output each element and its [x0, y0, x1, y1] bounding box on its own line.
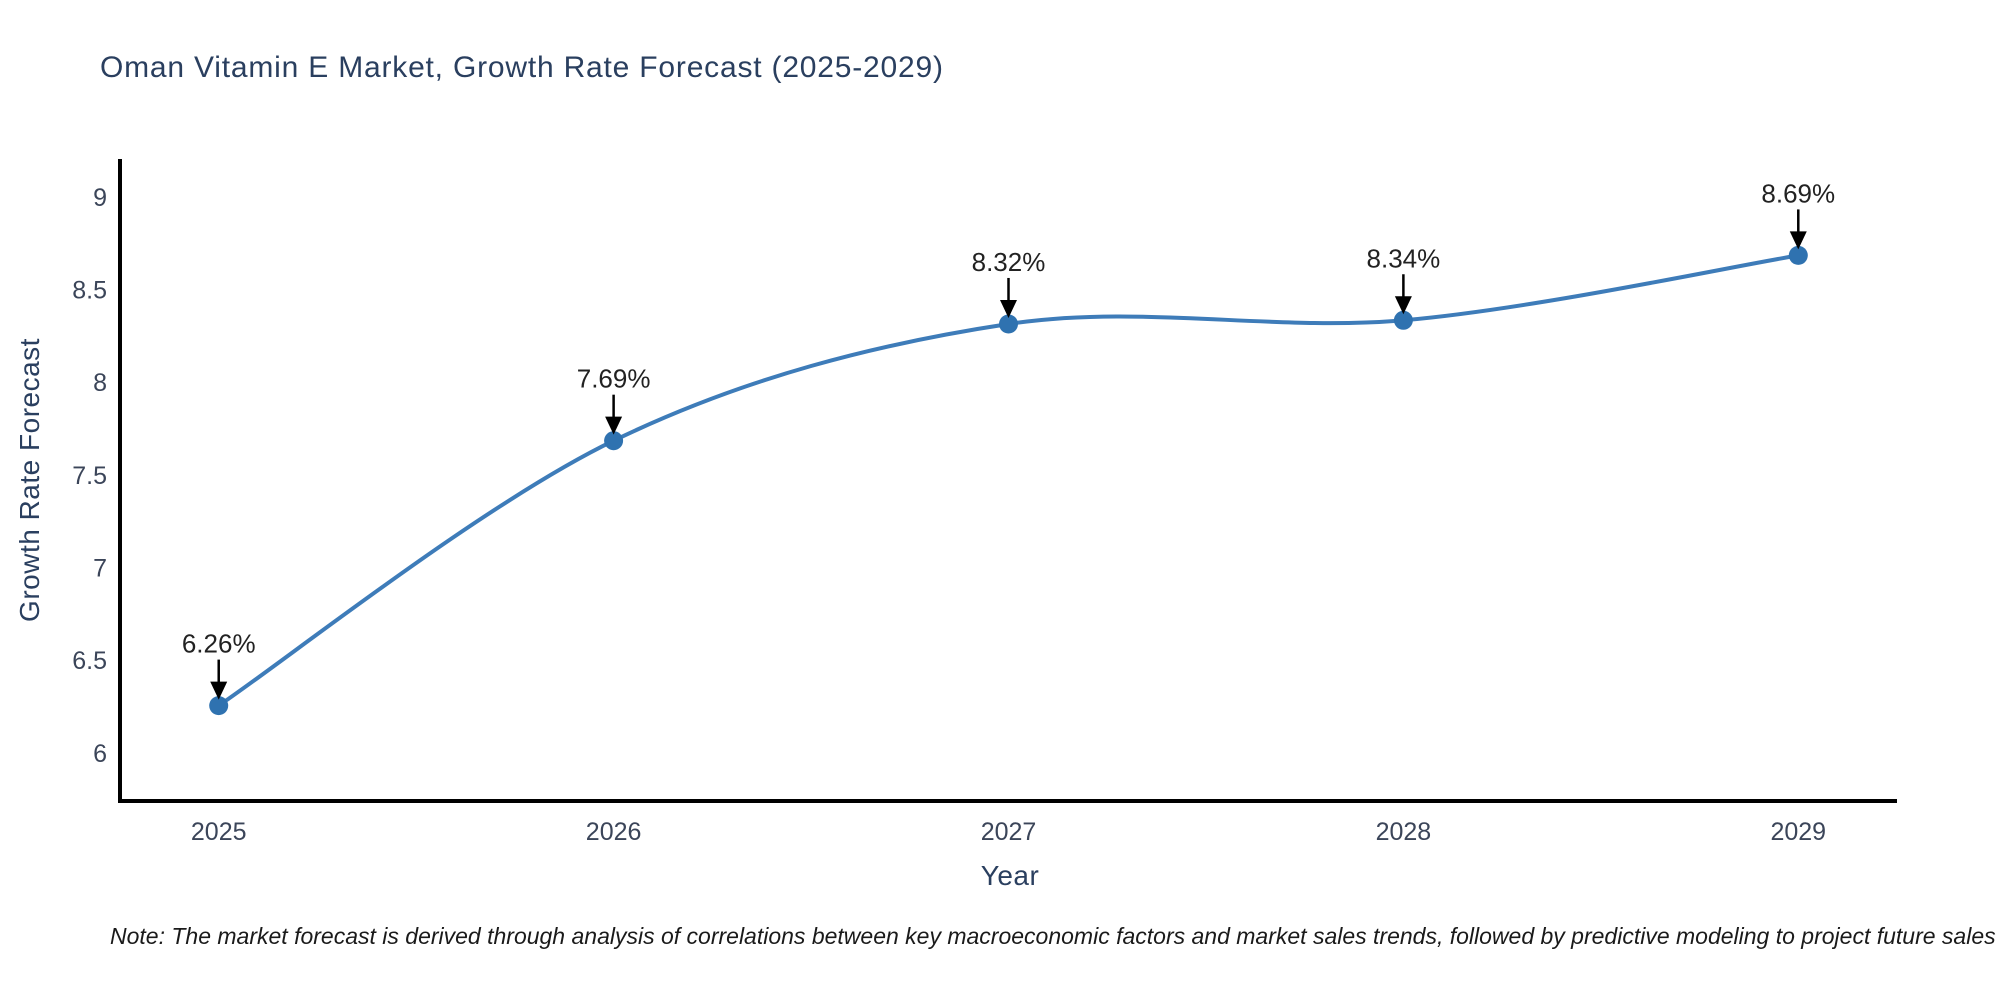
x-tick-label: 2029 [1770, 818, 1826, 846]
chart-title: Oman Vitamin E Market, Growth Rate Forec… [100, 51, 944, 84]
x-tick-label: 2027 [981, 818, 1037, 846]
data-point-marker[interactable] [604, 431, 624, 451]
y-tick-label: 8.5 [72, 277, 107, 305]
annotation-arrow-head [210, 681, 228, 700]
annotation-arrow-head [1000, 299, 1017, 318]
x-tick-label: 2028 [1376, 818, 1432, 846]
y-tick-label: 8 [93, 369, 107, 397]
y-tick-label: 7.5 [72, 462, 107, 490]
data-point-marker[interactable] [1393, 310, 1413, 330]
axis-lines [118, 159, 1897, 803]
x-tick-label: 2025 [191, 818, 247, 846]
data-point-marker[interactable] [1788, 245, 1808, 265]
y-tick-label: 6 [93, 740, 107, 768]
y-tick-label: 6.5 [72, 647, 107, 675]
annotation-arrow-head [1789, 231, 1807, 250]
x-tick-label: 2026 [586, 818, 642, 846]
x-axis-title: Year [980, 860, 1040, 891]
annotation-label: 7.69% [577, 364, 651, 394]
footnote: Note: The market forecast is derived thr… [110, 923, 1996, 949]
annotation-arrow-head [1394, 296, 1412, 315]
data-point-marker[interactable] [209, 696, 229, 716]
annotation-label: 8.69% [1761, 178, 1835, 208]
data-point-marker[interactable] [999, 314, 1018, 334]
annotation-label: 8.34% [1367, 243, 1441, 273]
annotation-arrow-head [605, 416, 623, 435]
y-tick-label: 7 [93, 554, 107, 582]
y-tick-label: 9 [93, 184, 107, 212]
annotation-label: 6.26% [182, 629, 256, 659]
annotation-label: 8.32% [972, 247, 1046, 277]
